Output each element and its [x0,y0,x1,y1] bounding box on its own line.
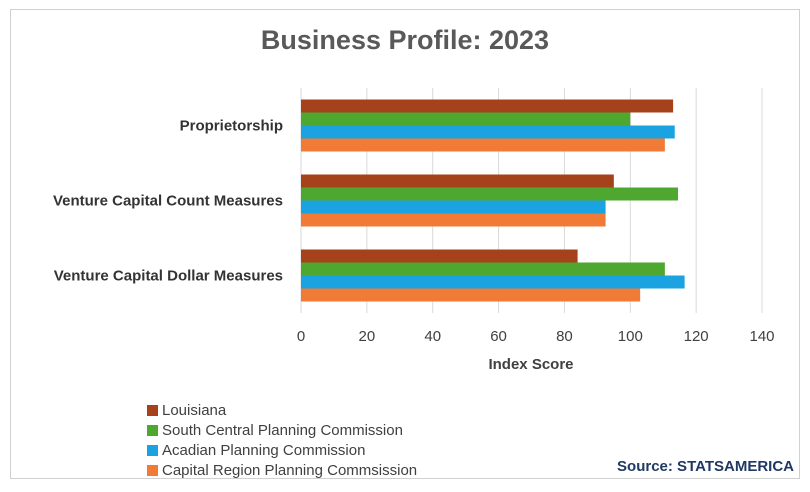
x-tick-label: 20 [359,328,376,345]
bar [301,275,685,289]
x-axis-title: Index Score [488,356,573,373]
bar [301,262,665,276]
x-tick-labels: 0 20 40 60 80 100 120 140 [297,328,775,345]
legend-swatch [147,425,158,436]
bar [301,125,675,139]
chart-frame [10,9,800,479]
category-labels: Proprietorship Venture Capital Count Meas… [53,118,283,285]
category-label: Venture Capital Dollar Measures [54,268,283,285]
x-tick-label: 120 [684,328,709,345]
legend-swatch [147,465,158,476]
bar [301,138,665,152]
bar [301,249,578,263]
legend-entry: South Central Planning Commission [162,422,403,439]
bar [301,213,606,227]
x-tick-label: 0 [297,328,305,345]
x-tick-label: 100 [618,328,643,345]
legend-entry: Acadian Planning Commission [162,442,365,459]
legend: Louisiana South Central Planning Commissi… [147,402,417,479]
bar [301,187,679,201]
bar [301,288,641,302]
bar [301,174,614,188]
x-tick-label: 40 [424,328,441,345]
x-tick-label: 140 [749,328,774,345]
legend-swatch [147,445,158,456]
bar [301,200,606,214]
category-label: Venture Capital Count Measures [53,193,283,210]
chart-title: Business Profile: 2023 [261,25,549,55]
bar [301,112,631,126]
legend-swatch [147,405,158,416]
x-tick-label: 80 [556,328,573,345]
bars [301,99,685,302]
category-label: Proprietorship [180,118,283,135]
source-note: Source: STATSAMERICA [617,458,794,475]
x-tick-label: 60 [490,328,507,345]
legend-entry: Louisiana [162,402,227,419]
legend-entry: Capital Region Planning Commsission [162,462,417,479]
bar [301,99,674,113]
